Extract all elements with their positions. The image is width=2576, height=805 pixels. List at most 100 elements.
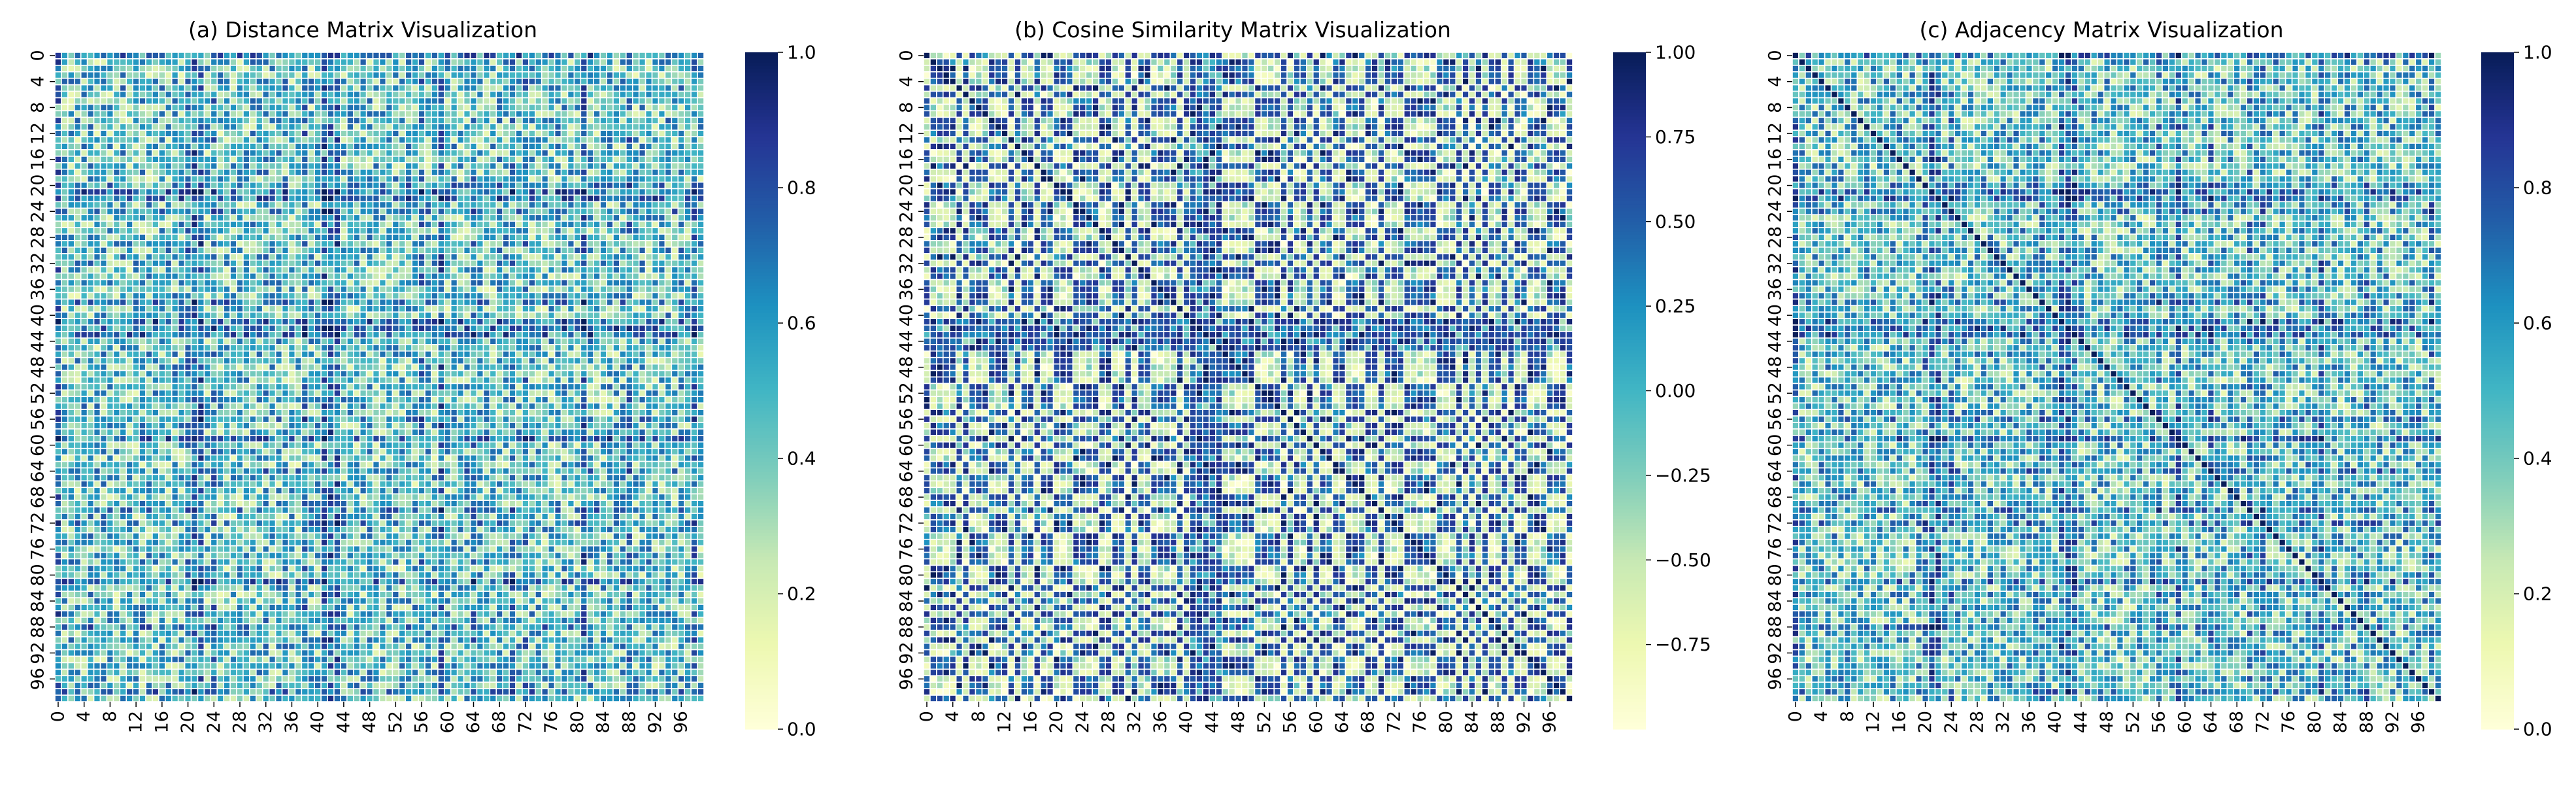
heatmap-cell bbox=[223, 162, 231, 170]
heatmap-cell bbox=[567, 350, 575, 358]
heatmap-cell bbox=[190, 103, 199, 112]
heatmap-cell bbox=[372, 162, 380, 170]
heatmap-cell bbox=[281, 331, 290, 339]
heatmap-cell bbox=[340, 305, 348, 313]
heatmap-cell bbox=[463, 318, 471, 326]
heatmap-cell bbox=[671, 356, 679, 365]
heatmap-cell bbox=[541, 65, 549, 73]
heatmap-cell bbox=[385, 272, 393, 281]
heatmap-cell bbox=[73, 253, 82, 261]
heatmap-cell bbox=[638, 350, 646, 358]
heatmap-cell bbox=[515, 129, 523, 137]
heatmap-cell bbox=[443, 298, 452, 307]
heatmap-cell bbox=[651, 265, 660, 274]
heatmap-cell bbox=[372, 168, 380, 177]
heatmap-cell bbox=[61, 227, 69, 235]
heatmap-cell bbox=[684, 84, 692, 92]
heatmap-cell bbox=[677, 247, 686, 254]
heatmap-cell bbox=[606, 207, 614, 216]
heatmap-cell bbox=[509, 331, 516, 339]
heatmap-cell bbox=[476, 129, 484, 137]
heatmap-cell bbox=[314, 129, 322, 137]
heatmap-cell bbox=[372, 220, 380, 228]
heatmap-cell bbox=[599, 188, 607, 196]
heatmap-cell bbox=[314, 272, 322, 281]
heatmap-cell bbox=[158, 363, 166, 371]
heatmap-cell bbox=[249, 292, 257, 300]
heatmap-cell bbox=[210, 143, 218, 150]
heatmap-cell bbox=[93, 220, 101, 228]
heatmap-cell bbox=[522, 324, 529, 332]
heatmap-cell bbox=[93, 188, 101, 196]
heatmap-cell bbox=[424, 298, 432, 307]
heatmap-cell bbox=[424, 188, 432, 196]
heatmap-cell bbox=[249, 194, 257, 203]
heatmap-cell bbox=[619, 52, 627, 60]
heatmap-cell bbox=[690, 65, 698, 73]
heatmap-cell bbox=[612, 90, 620, 99]
heatmap-cell bbox=[456, 207, 465, 216]
heatmap-cell bbox=[392, 52, 400, 60]
heatmap-cell bbox=[73, 207, 82, 216]
heatmap-cell bbox=[158, 337, 166, 345]
heatmap-cell bbox=[476, 103, 484, 112]
heatmap-cell bbox=[340, 103, 348, 112]
heatmap-cell bbox=[528, 344, 536, 352]
heatmap-cell bbox=[145, 52, 153, 60]
heatmap-cell bbox=[619, 363, 627, 371]
heatmap-cell bbox=[489, 240, 497, 248]
heatmap-cell bbox=[307, 52, 315, 60]
heatmap-cell bbox=[216, 77, 224, 86]
heatmap-cell bbox=[243, 363, 250, 371]
heatmap-cell bbox=[437, 162, 445, 170]
heatmap-cell bbox=[203, 129, 212, 137]
heatmap-cell bbox=[450, 240, 458, 248]
heatmap-cell bbox=[352, 58, 361, 66]
heatmap-cell bbox=[495, 331, 503, 339]
heatmap-cell bbox=[469, 84, 478, 92]
heatmap-cell bbox=[99, 318, 108, 326]
heatmap-cell bbox=[580, 285, 588, 294]
heatmap-cell bbox=[261, 318, 270, 326]
heatmap-cell bbox=[158, 324, 166, 332]
heatmap-cell bbox=[236, 259, 244, 267]
heatmap-cell bbox=[359, 305, 367, 313]
heatmap-cell bbox=[638, 136, 646, 144]
heatmap-cell bbox=[411, 279, 419, 287]
heatmap-cell bbox=[502, 84, 510, 92]
heatmap-cell bbox=[658, 156, 666, 163]
heatmap-cell bbox=[502, 272, 510, 281]
heatmap-cell bbox=[697, 97, 705, 105]
heatmap-cell bbox=[307, 214, 315, 222]
heatmap-cell bbox=[509, 285, 516, 294]
heatmap-cell bbox=[528, 52, 536, 60]
heatmap-cell bbox=[606, 168, 614, 177]
heatmap-cell bbox=[125, 84, 133, 92]
heatmap-cell bbox=[145, 298, 153, 307]
heatmap-cell bbox=[268, 116, 276, 125]
heatmap-cell bbox=[626, 136, 633, 144]
heatmap-cell bbox=[165, 123, 173, 131]
heatmap-cell bbox=[631, 84, 640, 92]
heatmap-cell bbox=[177, 103, 186, 112]
heatmap-cell bbox=[249, 363, 257, 371]
heatmap-cell bbox=[249, 369, 257, 378]
heatmap-cell bbox=[612, 292, 620, 300]
heatmap-cell bbox=[307, 285, 315, 294]
heatmap-cell bbox=[664, 356, 673, 365]
heatmap-cell bbox=[586, 350, 594, 358]
heatmap-cell bbox=[638, 285, 646, 294]
heatmap-cell bbox=[112, 285, 121, 294]
heatmap-cell bbox=[223, 253, 231, 261]
heatmap-cell bbox=[431, 240, 439, 248]
heatmap-cell bbox=[586, 363, 594, 371]
heatmap-cell bbox=[418, 285, 426, 294]
heatmap-cell bbox=[443, 337, 452, 345]
heatmap-cell bbox=[275, 181, 283, 190]
heatmap-cell bbox=[243, 331, 250, 339]
heatmap-cell bbox=[93, 143, 101, 150]
heatmap-cell bbox=[554, 181, 562, 190]
heatmap-cell bbox=[456, 149, 465, 157]
heatmap-cell bbox=[489, 156, 497, 163]
heatmap-cell bbox=[599, 84, 607, 92]
